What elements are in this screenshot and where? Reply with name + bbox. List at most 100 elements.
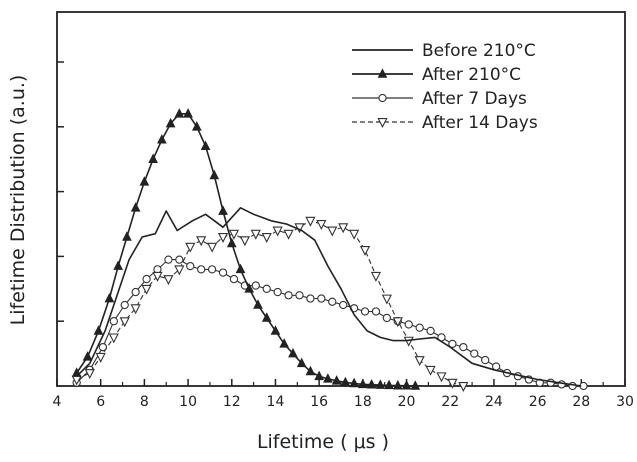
data-point <box>338 223 349 234</box>
data-point <box>279 338 290 348</box>
legend-item: After 7 Days <box>352 89 527 109</box>
data-point <box>95 352 106 363</box>
series-2 <box>72 255 588 391</box>
data-point <box>207 265 217 274</box>
data-point <box>339 300 348 310</box>
data-point <box>305 216 316 227</box>
legend-item: Before 210°C <box>352 41 536 61</box>
data-point <box>349 229 360 240</box>
data-point <box>113 260 124 270</box>
data-point <box>157 134 167 144</box>
data-point <box>401 379 412 390</box>
x-tick-label: 24 <box>485 394 503 410</box>
x-tick-label: 28 <box>572 394 590 410</box>
data-point <box>93 325 104 335</box>
data-point <box>370 271 382 282</box>
data-point <box>377 68 388 78</box>
data-point <box>251 281 260 290</box>
data-point <box>200 140 211 151</box>
data-point <box>153 265 162 274</box>
data-point <box>229 274 239 284</box>
data-point <box>377 118 388 129</box>
data-point <box>305 365 316 376</box>
data-point <box>447 378 458 389</box>
data-point <box>436 372 447 383</box>
x-tick-label: 18 <box>354 394 372 410</box>
series-line <box>76 207 582 387</box>
x-tick-label: 30 <box>616 394 634 410</box>
data-point <box>131 287 140 297</box>
x-tick-label: 8 <box>140 394 149 410</box>
x-tick-label: 12 <box>223 394 241 410</box>
series-0 <box>76 207 582 387</box>
data-point <box>84 369 95 380</box>
y-axis-title: Lifetime Distribution (a.u.) <box>7 75 29 326</box>
data-point <box>226 237 237 248</box>
data-point <box>119 317 130 328</box>
data-point <box>209 169 220 180</box>
data-point <box>557 380 566 389</box>
data-point <box>130 304 141 315</box>
data-point <box>327 226 338 237</box>
data-point <box>283 229 294 240</box>
data-point <box>288 347 298 358</box>
series-line <box>76 259 584 387</box>
legend-label: After 210°C <box>422 65 521 85</box>
data-point <box>196 236 207 247</box>
data-point <box>448 339 457 349</box>
data-point <box>366 379 377 389</box>
data-point <box>109 317 118 326</box>
data-point <box>340 376 351 387</box>
data-point <box>425 365 436 376</box>
data-point <box>163 275 174 286</box>
x-tick-label: 26 <box>529 394 547 410</box>
data-point <box>152 271 163 282</box>
data-point <box>186 261 195 271</box>
data-point <box>296 357 307 368</box>
data-point <box>253 299 263 309</box>
data-point <box>120 300 129 310</box>
data-point <box>108 333 119 344</box>
legend-label: After 7 Days <box>422 89 527 109</box>
data-point <box>426 326 435 336</box>
data-point <box>142 274 151 284</box>
data-point <box>71 367 82 377</box>
data-point <box>272 226 283 237</box>
data-point <box>381 294 392 305</box>
data-point <box>130 202 141 212</box>
data-point <box>349 377 359 388</box>
data-point <box>392 379 403 390</box>
data-point <box>273 287 282 297</box>
data-point <box>470 349 479 358</box>
data-point <box>183 108 193 118</box>
data-point <box>359 245 371 256</box>
data-point <box>316 220 327 231</box>
data-point <box>217 233 229 243</box>
data-point <box>122 231 132 241</box>
legend-item: After 210°C <box>352 65 521 85</box>
data-point <box>459 342 468 352</box>
data-point <box>164 255 173 264</box>
series-line <box>76 220 464 387</box>
data-point <box>165 117 176 128</box>
data-point <box>174 108 185 118</box>
data-point <box>148 153 158 164</box>
plot-frame <box>56 11 626 387</box>
data-point <box>378 93 387 103</box>
data-point <box>141 284 152 295</box>
legend-item: After 14 Days <box>352 113 538 133</box>
data-point <box>175 255 184 264</box>
data-point <box>481 355 490 365</box>
data-point <box>191 121 202 131</box>
data-point <box>382 313 392 323</box>
data-point <box>295 291 304 300</box>
legend: Before 210°C After 210°C After 7 Days After… <box>352 41 538 133</box>
series-1 <box>71 108 421 390</box>
data-point <box>207 242 218 253</box>
data-point <box>235 263 246 274</box>
data-point <box>360 307 370 316</box>
data-point <box>218 205 228 215</box>
data-point <box>404 320 413 329</box>
x-tick-label: 16 <box>310 394 328 410</box>
